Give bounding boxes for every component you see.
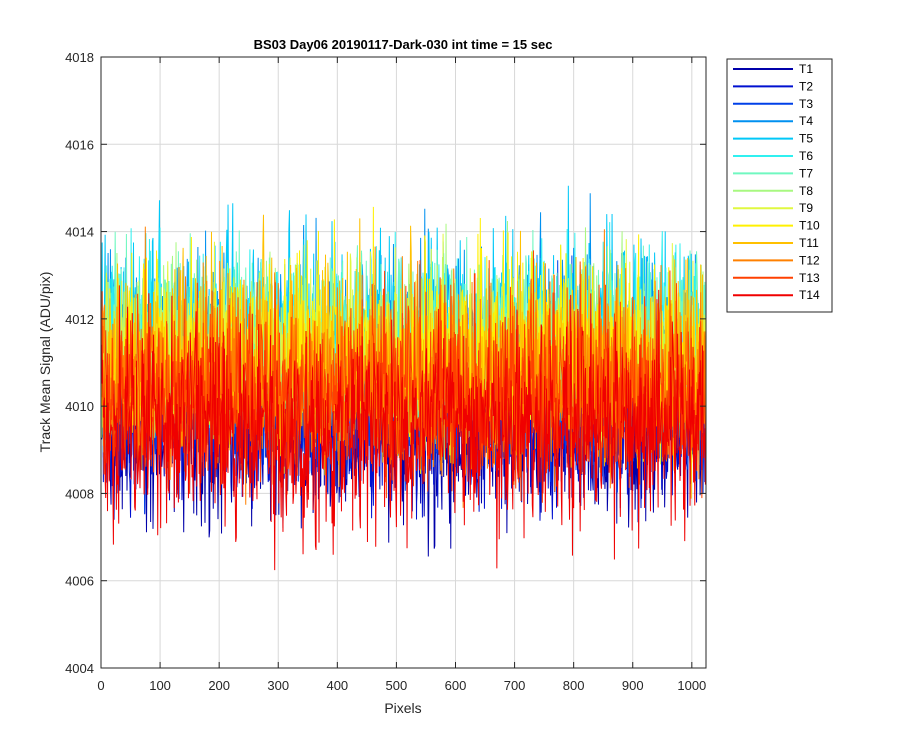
x-tick-label: 200 [208, 678, 230, 693]
legend-label-t6: T6 [799, 149, 813, 163]
legend-label-t9: T9 [799, 201, 813, 215]
x-tick-label: 1000 [677, 678, 706, 693]
x-tick-label: 300 [267, 678, 289, 693]
legend-label-t2: T2 [799, 79, 813, 93]
y-tick-label: 4010 [65, 399, 94, 414]
x-tick-label: 100 [149, 678, 171, 693]
x-tick-label: 800 [563, 678, 585, 693]
legend-label-t11: T11 [799, 236, 819, 250]
y-tick-label: 4008 [65, 486, 94, 501]
x-tick-label: 600 [445, 678, 467, 693]
legend-label-t12: T12 [799, 253, 820, 267]
legend-label-t7: T7 [799, 166, 813, 180]
x-tick-label: 700 [504, 678, 526, 693]
legend: T1 T2 T3 T4 T5 T6 T7 T8 T9 T10 T11 T12 T13 T14 [726, 58, 833, 313]
legend-label-t4: T4 [799, 114, 813, 128]
chart-title: BS03 Day06 20190117-Dark-030 int time = … [254, 37, 553, 52]
legend-label-t14: T14 [799, 288, 820, 302]
axis-ticks: 0 100 200 300 400 500 600 700 800 900 1000 4004 4006… [65, 50, 706, 693]
x-tick-label: 900 [622, 678, 644, 693]
legend-label-t13: T13 [799, 271, 820, 285]
y-tick-label: 4016 [65, 137, 94, 152]
y-tick-label: 4012 [65, 312, 94, 327]
plot-frame [100, 56, 707, 669]
legend-box [726, 58, 833, 313]
y-tick-label: 4004 [65, 661, 94, 676]
series-line-t14 [101, 285, 706, 571]
legend-label-t5: T5 [799, 132, 813, 146]
legend-label-t8: T8 [799, 184, 813, 198]
x-axis-label: Pixels [384, 700, 421, 716]
legend-label-t1: T1 [799, 62, 813, 76]
legend-label-t3: T3 [799, 97, 813, 111]
x-tick-label: 0 [97, 678, 104, 693]
y-tick-label: 4018 [65, 50, 94, 65]
x-tick-label: 500 [386, 678, 408, 693]
series-group [101, 185, 706, 571]
x-tick-label: 400 [326, 678, 348, 693]
legend-label-t10: T10 [799, 219, 820, 233]
y-tick-label: 4006 [65, 574, 94, 589]
y-tick-label: 4014 [65, 225, 94, 240]
y-axis-label: Track Mean Signal (ADU/pix) [37, 272, 53, 453]
